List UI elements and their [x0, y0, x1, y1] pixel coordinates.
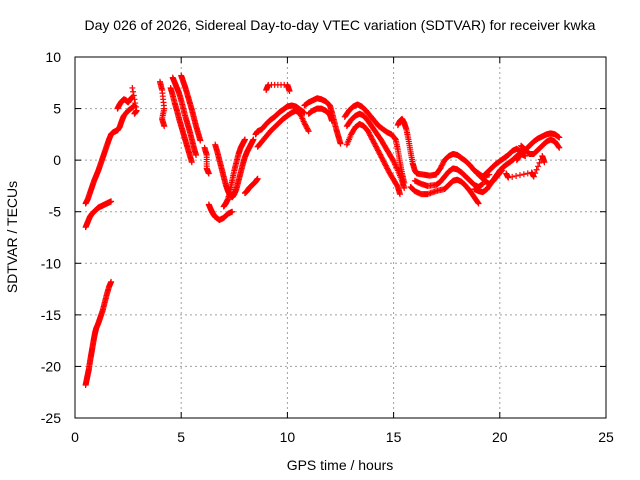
data-point-isolated-3h — [131, 96, 138, 103]
data-point-isolated-20h — [509, 173, 516, 180]
y-tick-label: -25 — [41, 410, 61, 426]
data-point-arc-19h-c — [498, 167, 505, 174]
x-tick-label: 5 — [177, 429, 185, 445]
data-point-isolated-20h — [513, 172, 520, 179]
y-tick-label: -10 — [41, 255, 61, 271]
data-point-arc-17h-c — [474, 199, 481, 206]
x-axis: 0 5 10 15 20 25 — [71, 57, 614, 445]
data-point-arc-11h — [337, 140, 344, 147]
data-point-arc-13h-mid — [401, 184, 408, 191]
x-tick-label: 0 — [71, 429, 79, 445]
data-point-isolated-3h — [130, 92, 137, 99]
x-tick-label: 25 — [598, 429, 614, 445]
plot-frame — [74, 56, 607, 419]
x-tick-label: 15 — [386, 429, 402, 445]
data-point-isolated-20h — [533, 166, 540, 173]
data-point-isolated-9h — [286, 88, 293, 95]
data-point-isolated-6h — [205, 170, 212, 177]
y-tick-label: 10 — [45, 49, 61, 65]
data-point-isolated-3h — [133, 107, 140, 114]
data-point-isolated-3h — [132, 103, 139, 110]
data-point-arc-17h-c — [475, 200, 482, 207]
data-point-arc-early-deep — [108, 278, 115, 285]
data-point-isolated-3h — [132, 100, 139, 107]
x-tick-label: 10 — [280, 429, 296, 445]
y-tick-label: 0 — [53, 152, 61, 168]
data-point-arc-9h-low — [305, 128, 312, 135]
data-point-isolated-20h — [505, 174, 512, 181]
data-point-isolated-20h — [536, 159, 543, 166]
data-point-arc-19h-c — [498, 168, 505, 175]
data-point-isolated-20h — [516, 172, 523, 179]
y-tick-label: 5 — [53, 101, 61, 117]
data-point-arc-9h-low — [304, 126, 311, 133]
data-point-arc-6.5h — [229, 208, 236, 215]
data-point-arc-early-mid — [108, 198, 115, 205]
data-point-arc-7h-high — [241, 136, 248, 143]
data-point-isolated-3h — [129, 84, 136, 91]
y-axis: -25 -20 -15 -10 -5 0 5 10 — [41, 49, 606, 426]
data-point-arc-5h-a — [193, 151, 200, 158]
data-point-arc-13h-low — [396, 191, 403, 198]
data-point-isolated-4h — [161, 123, 168, 130]
data-marks — [82, 72, 563, 388]
data-point-isolated-20h — [535, 163, 542, 170]
data-point-isolated-3h — [130, 88, 137, 95]
x-axis-label: GPS time / hours — [287, 457, 394, 473]
y-tick-label: -15 — [41, 307, 61, 323]
y-tick-label: -5 — [49, 204, 62, 220]
data-point-arc-19h-b — [522, 153, 529, 160]
data-point-isolated-20h — [520, 171, 527, 178]
data-point-arc-21h — [556, 134, 563, 141]
data-point-arc-11h-low — [329, 117, 336, 124]
data-point-isolated-20h — [530, 173, 537, 180]
data-point-arc-5h-c — [197, 137, 204, 144]
data-point-arc-21h-low — [556, 144, 563, 151]
x-tick-label: 20 — [492, 429, 508, 445]
chart-title: Day 026 of 2026, Sidereal Day-to-day VTE… — [85, 17, 596, 33]
y-tick-label: -20 — [41, 358, 61, 374]
data-point-arc-21h-low — [555, 143, 562, 150]
y-axis-label: SDTVAR / TECUs — [4, 181, 20, 293]
data-point-arc-5h-b — [188, 159, 195, 166]
data-point-arc-7h-low — [250, 136, 257, 143]
data-point-isolated-20h — [541, 159, 548, 166]
data-point-isolated-20h — [532, 170, 539, 177]
data-point-arc-8.5h-low — [254, 175, 261, 182]
